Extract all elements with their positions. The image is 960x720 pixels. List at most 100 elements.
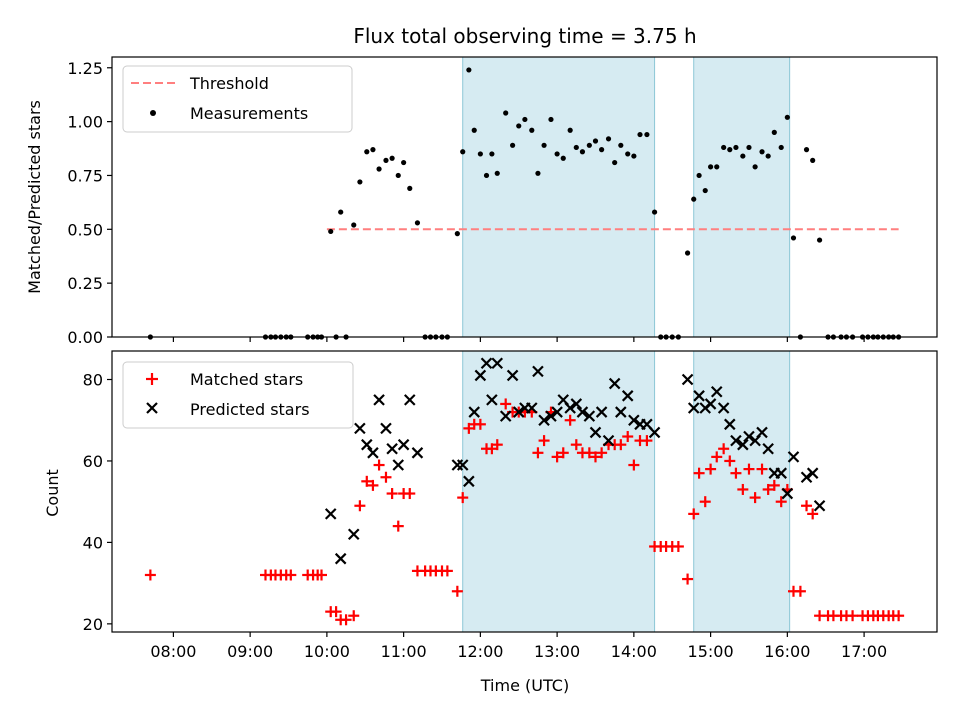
measurement-point — [529, 127, 535, 133]
measurement-point — [784, 114, 790, 120]
matched-star-marker — [316, 569, 328, 581]
predicted-star-marker — [491, 357, 504, 369]
x-tick-label: 10:00 — [304, 642, 350, 661]
legend-threshold-label: Threshold — [189, 74, 269, 93]
legend-measurements-label: Measurements — [190, 104, 308, 123]
measurement-point — [535, 170, 541, 176]
predicted-star-marker — [737, 438, 749, 451]
measurement-point — [790, 235, 797, 241]
predicted-star-marker — [806, 467, 819, 479]
predicted-star-marker — [411, 447, 424, 459]
measurement-point — [414, 220, 421, 226]
measurement-point — [471, 127, 477, 133]
matched-star-marker — [699, 496, 711, 508]
measurement-point — [548, 116, 554, 123]
predicted-star-marker — [551, 406, 563, 418]
y-tick-label: 1.00 — [67, 113, 103, 132]
matched-star-marker — [847, 610, 859, 622]
measurement-point — [407, 185, 413, 191]
measurement-point — [338, 209, 344, 215]
matched-star-marker — [737, 483, 749, 495]
matched-star-marker — [730, 467, 742, 479]
matched-star-marker — [893, 610, 905, 622]
measurement-point — [592, 138, 599, 144]
measurement-point — [644, 131, 650, 138]
legend-predicted-label: Predicted stars — [190, 400, 310, 419]
predicted-star-marker — [583, 410, 596, 422]
plot-frame — [111, 350, 938, 633]
predicted-star-marker — [564, 402, 576, 414]
matched-star-marker — [392, 520, 404, 532]
measurement-point — [503, 110, 509, 116]
measurement-point — [771, 129, 777, 135]
predicted-star-marker — [589, 426, 602, 439]
x-tick-label: 13:00 — [534, 642, 580, 661]
y-tick-label: 0.25 — [67, 274, 103, 293]
matched-star-marker — [500, 398, 512, 410]
measurement-point — [554, 151, 560, 157]
predicted-star-marker — [595, 406, 608, 418]
predicted-star-marker — [380, 422, 392, 435]
measurement-point — [489, 151, 495, 157]
measurement-point — [691, 196, 697, 202]
y-tick-label: 0.75 — [67, 166, 103, 185]
legend-box — [122, 361, 354, 429]
matched-star-marker — [373, 459, 385, 471]
measurement-point — [494, 170, 500, 176]
observing-window-1 — [462, 56, 656, 338]
measurement-point — [759, 149, 765, 155]
y-axis-ticks: 0.00 0.25 0.50 0.75 1.00 1.25 — [67, 59, 112, 347]
predicted-star-marker — [545, 410, 557, 422]
matched-star-marker — [404, 488, 416, 500]
measurement-point — [364, 149, 370, 155]
x-tick-label: 16:00 — [764, 642, 810, 661]
matched-star-marker — [641, 435, 653, 447]
matched-star-marker — [622, 431, 634, 443]
predicted-star-marker — [608, 377, 621, 390]
predicted-star-marker — [775, 467, 787, 479]
x-tick-label: 15:00 — [688, 642, 734, 661]
predicted-star-marker — [602, 434, 615, 447]
matched-star-marker — [451, 585, 463, 597]
matched-star-marker — [596, 447, 608, 459]
matched-star-marker — [348, 610, 360, 622]
measurement-point — [733, 144, 739, 151]
measurement-point — [376, 166, 382, 172]
legend-measurements-swatch — [150, 110, 156, 116]
measurement-point — [510, 142, 516, 148]
matched-star-marker — [491, 439, 503, 451]
matched-star-marker — [564, 414, 576, 426]
measurement-point — [752, 164, 758, 170]
predicted-star-marker — [486, 394, 498, 406]
matched-star-marker — [354, 500, 366, 512]
measurement-point — [370, 147, 376, 153]
measurement-point — [516, 123, 522, 129]
y-tick-label: 0.00 — [67, 328, 103, 347]
matched-star-marker — [762, 483, 774, 495]
y-axis-label: Matched/Predicted stars — [25, 100, 44, 294]
x-axis-label: Time (UTC) — [480, 676, 569, 695]
predicted-star-marker — [756, 426, 768, 439]
predicted-star-marker — [710, 385, 723, 398]
predicted-star-marker — [373, 394, 385, 406]
matched-star-marker — [551, 451, 563, 463]
predicted-star-marker — [468, 406, 481, 418]
measurement-point — [778, 144, 784, 151]
measurement-point — [579, 149, 586, 155]
matched-star-marker — [583, 447, 595, 459]
predicted-star-marker — [762, 442, 774, 455]
measurement-point — [477, 151, 483, 157]
legend-matched-swatch — [146, 373, 158, 385]
predicted-star-marker — [526, 402, 538, 414]
matched-star-marker — [538, 435, 550, 447]
measurement-point — [721, 144, 727, 151]
predicted-star-marker — [717, 402, 730, 414]
measurement-point — [637, 131, 643, 138]
matched-star-marker — [532, 447, 544, 459]
predicted-stars-points — [324, 357, 826, 565]
matched-star-marker — [380, 471, 392, 483]
predicted-star-marker — [397, 438, 410, 451]
matched-star-marker — [682, 573, 694, 585]
predicted-star-marker — [730, 434, 742, 447]
legend: Matched stars Predicted stars — [122, 361, 354, 429]
